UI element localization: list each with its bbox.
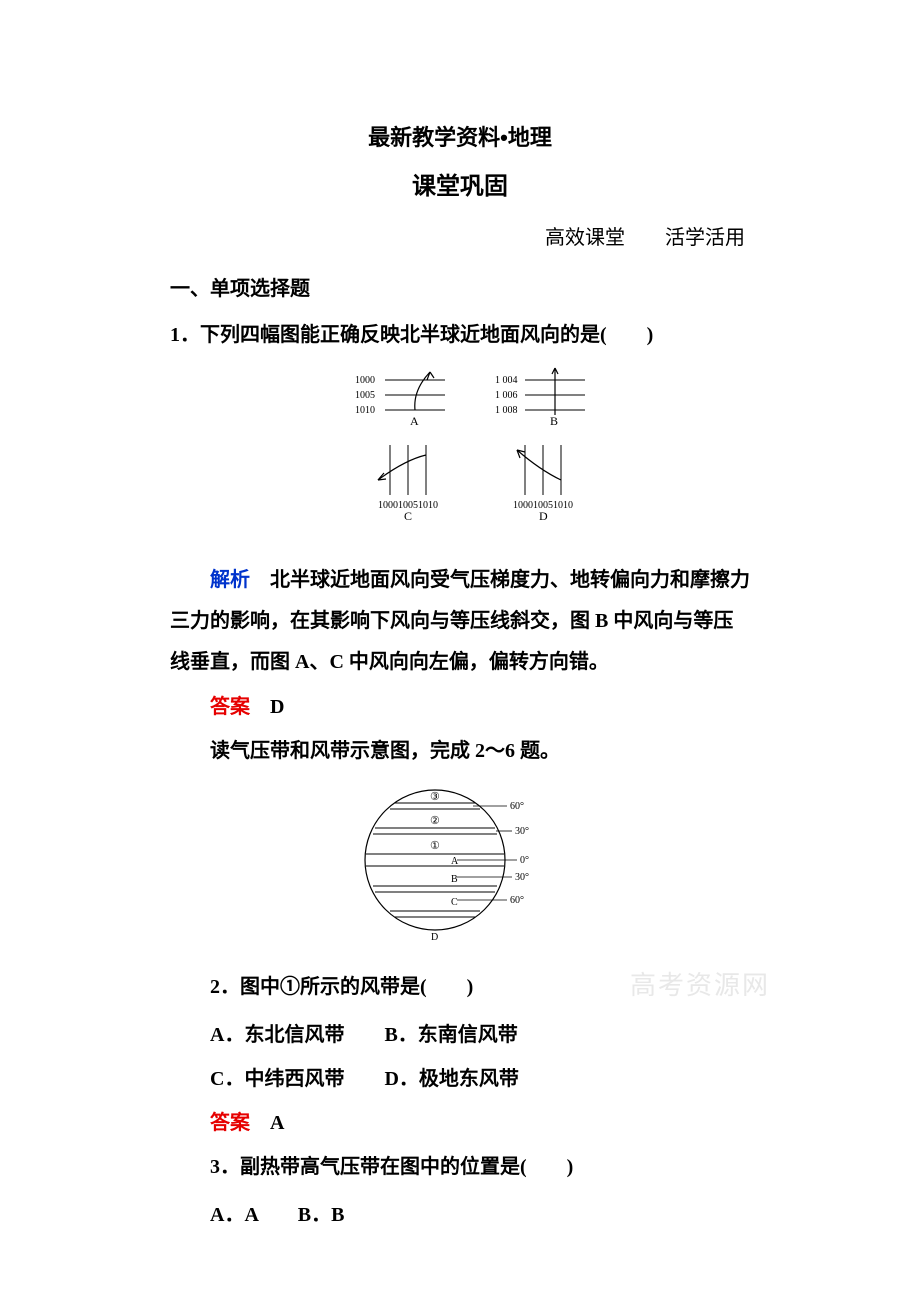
diag-b-label-0: 1 004 <box>495 375 518 386</box>
explain-text: 北半球近地面风向受气压梯度力、地转偏向力和摩擦力三力的影响，在其影响下风向与等压… <box>170 569 750 673</box>
globe-lat-1: 30° <box>515 826 529 837</box>
q2-options-row1: A．东北信风带 B．东南信风带 <box>170 1015 750 1055</box>
answer-label: 答案 <box>210 696 250 718</box>
diag-b-label-2: 1 008 <box>495 405 518 416</box>
globe-circled-1: ② <box>430 815 440 827</box>
answer-value: D <box>270 696 284 718</box>
globe-letter-c: C <box>451 897 458 908</box>
q2-opt-c: C．中纬西风带 <box>210 1068 344 1090</box>
diag-d-label-0: 1000 <box>513 500 533 511</box>
diag-d-label-2: 1010 <box>553 500 573 511</box>
globe-lat-0: 60° <box>510 801 524 812</box>
header-title-2: 课堂巩固 <box>170 166 750 201</box>
q3-opt-a: A．A <box>210 1204 258 1226</box>
globe-circled-0: ③ <box>430 791 440 803</box>
diag-a-label-2: 1010 <box>355 405 375 416</box>
explain-label: 解析 <box>210 569 250 591</box>
question-3-text: 3．副热带高气压带在图中的位置是( ) <box>170 1147 750 1187</box>
globe-circled-2: ① <box>430 840 440 852</box>
q1-answer: 答案 D <box>170 687 750 727</box>
globe-letter-d: D <box>431 932 438 942</box>
q2-intro: 读气压带和风带示意图，完成 2～6 题。 <box>170 731 750 772</box>
q1-explanation: 解析 北半球近地面风向受气压梯度力、地转偏向力和摩擦力三力的影响，在其影响下风向… <box>170 560 750 683</box>
diag-a-letter: A <box>410 414 419 428</box>
q2-opt-a: A．东北信风带 <box>210 1024 344 1046</box>
diag-c-letter: C <box>404 509 412 523</box>
q3-opt-b: B．B <box>298 1204 345 1226</box>
q2-answer-value: A <box>270 1112 284 1134</box>
q2-opt-d: D．极地东风带 <box>384 1068 518 1090</box>
q2-answer: 答案 A <box>170 1103 750 1143</box>
diag-b-label-1: 1 006 <box>495 390 518 401</box>
globe-letter-b: B <box>451 874 458 885</box>
q2-answer-label: 答案 <box>210 1112 250 1134</box>
globe-diagram: ③ ② ① A B C D 60° 30° 0° 30° 60° <box>170 782 750 947</box>
question-1-diagram: 1000 1005 1010 A 1 004 1 006 1 008 B 1 <box>170 365 750 540</box>
section-title: 一、单项选择题 <box>170 272 750 301</box>
header-title-1: 最新教学资料•地理 <box>170 120 750 152</box>
q2-opt-b: B．东南信风带 <box>384 1024 517 1046</box>
header-subtitle: 高效课堂 活学活用 <box>170 221 750 250</box>
diag-a-label-0: 1000 <box>355 375 375 386</box>
diag-c-label-2: 1010 <box>418 500 438 511</box>
globe-letter-a: A <box>451 856 459 867</box>
diag-d-letter: D <box>539 509 548 523</box>
q2-options-row2: C．中纬西风带 D．极地东风带 <box>170 1059 750 1099</box>
globe-lat-3: 30° <box>515 872 529 883</box>
diag-c-label-0: 1000 <box>378 500 398 511</box>
question-1-text: 1．下列四幅图能正确反映北半球近地面风向的是( ) <box>170 315 750 355</box>
globe-lat-2: 0° <box>520 855 529 866</box>
diag-b-letter: B <box>550 414 558 428</box>
diag-a-label-1: 1005 <box>355 390 375 401</box>
q3-options-row1: A．A B．B <box>170 1195 750 1235</box>
globe-lat-4: 60° <box>510 895 524 906</box>
question-2-text: 2．图中①所示的风带是( ) <box>170 967 750 1007</box>
